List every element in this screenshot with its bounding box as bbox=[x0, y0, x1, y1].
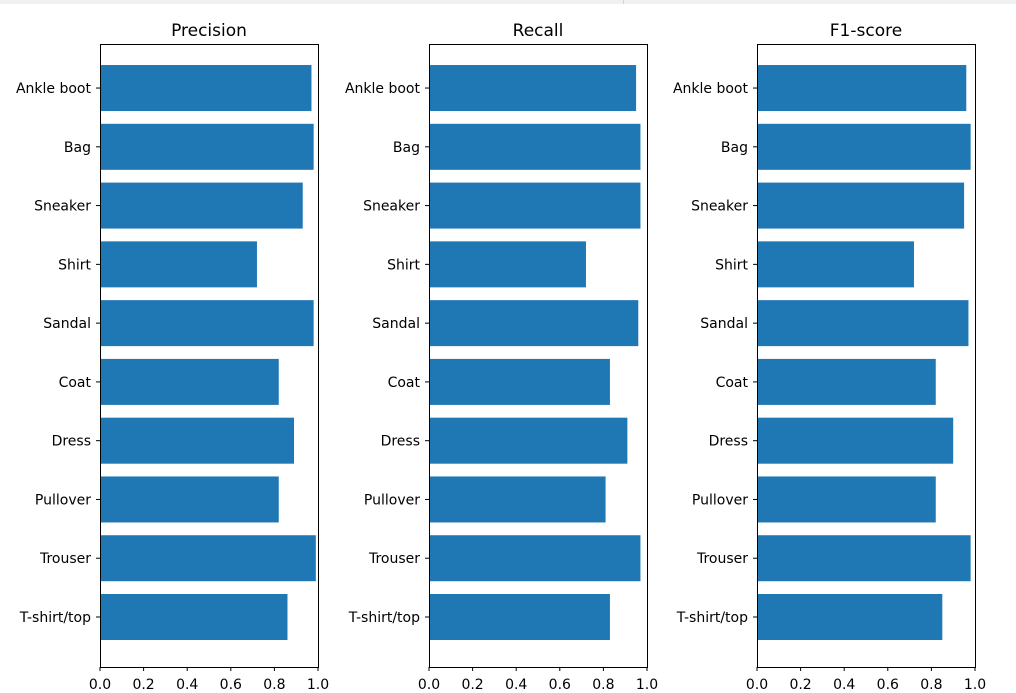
bar-bag bbox=[757, 123, 971, 170]
bar-dress bbox=[757, 417, 954, 464]
panel-precision: T-shirt/top Trouser Pullover Dress Coat Sanda… bbox=[16, 21, 329, 693]
chart-title: F1-score bbox=[830, 21, 902, 41]
bar-sandal bbox=[429, 300, 639, 347]
y-tick-label-dress: Dress bbox=[381, 434, 420, 450]
x-tick-label: 0.2 bbox=[789, 677, 811, 693]
y-tick-label-bag: Bag bbox=[721, 140, 748, 156]
y-tick-label-ankle-boot: Ankle boot bbox=[673, 81, 749, 97]
bar-pullover bbox=[100, 476, 279, 523]
x-tick-label: 0.6 bbox=[549, 677, 571, 693]
bar-coat bbox=[100, 358, 279, 405]
y-tick-label-sandal: Sandal bbox=[700, 316, 748, 332]
bar-bag bbox=[100, 123, 314, 170]
x-tick-label: 0.0 bbox=[418, 677, 440, 693]
y-tick-label-bag: Bag bbox=[64, 140, 91, 156]
x-tick-label: 0.2 bbox=[132, 677, 154, 693]
bar-shirt bbox=[429, 241, 586, 288]
bar-sandal bbox=[100, 300, 314, 347]
bar-coat bbox=[757, 358, 936, 405]
bar-bag bbox=[429, 123, 641, 170]
bar-pullover bbox=[757, 476, 936, 523]
y-tick-label-dress: Dress bbox=[52, 434, 91, 450]
bar-trouser bbox=[429, 535, 641, 582]
y-tick-label-coat: Coat bbox=[716, 375, 749, 391]
bar-t-shirt-top bbox=[757, 594, 943, 640]
bar-trouser bbox=[100, 535, 316, 582]
y-tick-label-ankle-boot: Ankle boot bbox=[345, 81, 421, 97]
axes-frame bbox=[429, 44, 648, 668]
y-tick-label-trouser: Trouser bbox=[696, 551, 748, 567]
bar-t-shirt-top bbox=[100, 594, 288, 640]
y-tick-label-trouser: Trouser bbox=[368, 551, 420, 567]
bar-sneaker bbox=[429, 182, 641, 229]
y-tick-label-shirt: Shirt bbox=[715, 257, 748, 273]
top-strip-divider bbox=[623, 0, 624, 4]
y-tick-label-sandal: Sandal bbox=[372, 316, 420, 332]
chart-title: Precision bbox=[171, 21, 247, 41]
chart-title: Recall bbox=[513, 21, 564, 41]
x-tick-label: 0.8 bbox=[920, 677, 942, 693]
x-tick-label: 1.0 bbox=[307, 677, 329, 693]
x-tick-label: 0.4 bbox=[833, 677, 855, 693]
y-tick-label-coat: Coat bbox=[59, 375, 92, 391]
bar-sandal bbox=[757, 300, 969, 347]
y-tick-label-t-shirt-top: T-shirt/top bbox=[19, 610, 91, 626]
x-tick-label: 0.4 bbox=[176, 677, 198, 693]
x-tick-label: 0.0 bbox=[746, 677, 768, 693]
y-tick-label-t-shirt-top: T-shirt/top bbox=[676, 610, 748, 626]
panel-recall: T-shirt/top Trouser Pullover Dress Coat Sanda… bbox=[345, 21, 658, 693]
y-tick-label-pullover: Pullover bbox=[692, 492, 748, 508]
bar-t-shirt-top bbox=[429, 594, 610, 640]
x-tick-label: 0.2 bbox=[461, 677, 483, 693]
x-tick-label: 0.8 bbox=[263, 677, 285, 693]
x-tick-label: 0.6 bbox=[877, 677, 899, 693]
bar-coat bbox=[429, 358, 610, 405]
y-tick-label-shirt: Shirt bbox=[58, 257, 91, 273]
bar-ankle-boot bbox=[757, 65, 967, 112]
y-tick-label-bag: Bag bbox=[393, 140, 420, 156]
bar-pullover bbox=[429, 476, 606, 523]
bar-ankle-boot bbox=[100, 65, 312, 112]
bar-dress bbox=[429, 417, 628, 464]
y-tick-label-t-shirt-top: T-shirt/top bbox=[348, 610, 420, 626]
x-tick-label: 0.6 bbox=[220, 677, 242, 693]
bar-shirt bbox=[757, 241, 914, 288]
bar-ankle-boot bbox=[429, 65, 637, 112]
x-tick-label: 0.8 bbox=[592, 677, 614, 693]
bar-trouser bbox=[757, 535, 971, 582]
y-tick-label-sneaker: Sneaker bbox=[691, 199, 748, 215]
y-tick-label-dress: Dress bbox=[709, 434, 748, 450]
y-tick-label-sneaker: Sneaker bbox=[34, 199, 91, 215]
y-tick-label-ankle-boot: Ankle boot bbox=[16, 81, 92, 97]
y-tick-label-trouser: Trouser bbox=[39, 551, 91, 567]
y-tick-label-shirt: Shirt bbox=[387, 257, 420, 273]
x-tick-label: 1.0 bbox=[964, 677, 986, 693]
x-tick-label: 0.4 bbox=[505, 677, 527, 693]
x-tick-label: 0.0 bbox=[89, 677, 111, 693]
bar-sneaker bbox=[100, 182, 303, 229]
bar-sneaker bbox=[757, 182, 965, 229]
axes-frame bbox=[100, 44, 319, 668]
y-tick-label-sandal: Sandal bbox=[43, 316, 91, 332]
y-tick-label-coat: Coat bbox=[388, 375, 421, 391]
y-tick-label-pullover: Pullover bbox=[364, 492, 420, 508]
bar-shirt bbox=[100, 241, 257, 288]
y-tick-label-sneaker: Sneaker bbox=[363, 199, 420, 215]
x-tick-label: 1.0 bbox=[636, 677, 658, 693]
bar-dress bbox=[100, 417, 295, 464]
y-tick-label-pullover: Pullover bbox=[35, 492, 91, 508]
axes-frame bbox=[757, 44, 976, 668]
panel-f1-score: T-shirt/top Trouser Pullover Dress Coat Sanda… bbox=[673, 21, 986, 693]
window-top-strip bbox=[0, 0, 1016, 4]
